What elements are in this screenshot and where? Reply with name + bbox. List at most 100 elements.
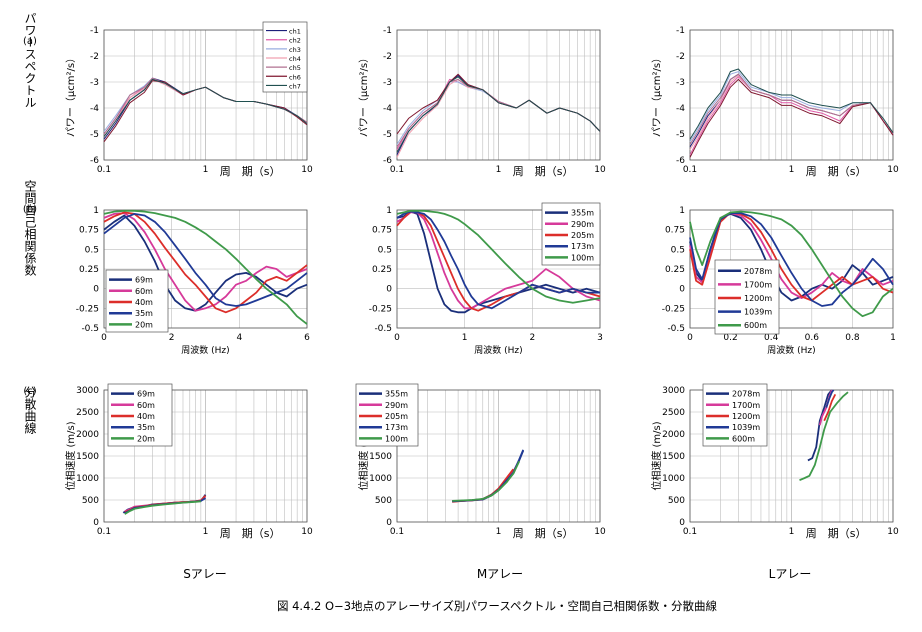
x-tick-label: 2 <box>169 333 175 343</box>
y-tick-label: -5 <box>90 130 99 140</box>
row-label-c: (c) 分散曲線 <box>23 386 37 434</box>
y-tick-label: -1 <box>90 26 99 36</box>
legend: 355m 290m 205m 173m 100m <box>541 202 601 266</box>
row-label-a: (a) パワースペクトル <box>23 12 37 108</box>
series-line-ch7 <box>103 78 308 137</box>
series-line-20m <box>124 500 201 515</box>
plot-frame <box>396 29 601 161</box>
y-tick-label: -3 <box>383 78 392 88</box>
x-tick-label: 10 <box>887 527 899 537</box>
x-tick-label: 10 <box>301 527 313 537</box>
x-axis-label: 周 期（s） <box>513 527 574 540</box>
y-tick-label: 2000 <box>662 430 685 440</box>
legend-label: 1200m <box>732 412 760 421</box>
x-tick-label: 1 <box>496 165 502 175</box>
series-line-ch6 <box>689 78 894 158</box>
legend-label: 600m <box>744 321 767 330</box>
chart-c-l: 0.1 1 10 3000 2500 2000 1500 1000 500 0 周 期（s） 位相速度… <box>650 383 899 540</box>
x-tick-label: 10 <box>594 527 606 537</box>
y-tick-label: 0 <box>679 518 685 528</box>
row-a-title: パワースペクトル <box>23 12 37 108</box>
y-tick-label: -5 <box>676 130 685 140</box>
y-tick-label: 1000 <box>662 474 685 484</box>
y-tick-label: -0.25 <box>76 304 99 314</box>
legend: 69m 60m 40m 35m 20m <box>105 269 169 333</box>
y-tick-label: 0.75 <box>372 226 392 236</box>
figure-caption: 図 4.4.2 O−3地点のアレーサイズ別パワースペクトル・空間自己相関係数・分… <box>277 599 718 613</box>
legend-label: 600m <box>732 434 755 443</box>
row-b-title: 空間自己相関係数 <box>23 180 37 277</box>
legend-label: 100m <box>385 434 408 443</box>
y-tick-label: 3000 <box>76 386 99 396</box>
y-tick-label: 0 <box>93 285 99 295</box>
series-line-20m <box>103 209 308 325</box>
y-tick-label: -2 <box>90 52 99 62</box>
column-label-s: Sアレー <box>183 567 227 581</box>
x-tick-label: 0.6 <box>805 333 820 343</box>
x-tick-label: 1 <box>890 333 896 343</box>
y-tick-label: 1000 <box>76 474 99 484</box>
y-axis-label: パワー（μcm²/s） <box>358 53 370 137</box>
column-label-m: Mアレー <box>477 567 523 581</box>
y-tick-label: -1 <box>383 26 392 36</box>
legend-label: 100m <box>571 253 594 262</box>
chart-a-l: 0.1 1 10 -1 -2 -3 -4 -5 -6 周 期（s） パワー（μcm²/s） <box>651 26 899 178</box>
legend-label: 205m <box>385 412 408 421</box>
legend-label: 20m <box>137 434 155 443</box>
y-tick-label: -6 <box>676 156 685 166</box>
y-axis-label: パワー（μcm²/s） <box>65 53 77 137</box>
legend: 2078m 1700m 1200m 1039m 600m <box>714 259 780 335</box>
legend-label: 35m <box>135 309 153 318</box>
y-axis-label: 位相速度 (m/s) <box>64 421 77 490</box>
row-c-title: 分散曲線 <box>23 386 37 434</box>
chart-b-l: 0 0.2 0.4 0.6 0.8 1 1 0.75 0.5 0.25 0 -0.25 -0.5 周波数 … <box>662 206 896 356</box>
series-line-ch7 <box>689 68 894 140</box>
x-tick-label: 0.1 <box>97 527 111 537</box>
series-line-ch7 <box>396 76 601 153</box>
x-axis-label: 周 期（s） <box>220 527 281 540</box>
x-tick-label: 0.4 <box>764 333 779 343</box>
row-c-tag: (c) <box>23 386 36 397</box>
x-tick-label: 1 <box>789 527 795 537</box>
plot-frame <box>396 389 601 523</box>
x-tick-label: 0 <box>687 333 693 343</box>
y-tick-label: 3000 <box>662 386 685 396</box>
chart-c-s: 0.1 1 10 3000 2500 2000 1500 1000 500 0 周 期（s） 位相速度… <box>64 383 313 540</box>
y-tick-label: 500 <box>82 496 99 506</box>
y-tick-label: -0.5 <box>81 324 99 334</box>
y-tick-label: 500 <box>668 496 685 506</box>
x-axis-label: 周波数 (Hz) <box>474 344 522 356</box>
x-tick-label: 4 <box>236 333 242 343</box>
y-tick-label: -2 <box>383 52 392 62</box>
legend-label: 1700m <box>744 280 772 289</box>
legend-label: ch1 <box>289 28 301 36</box>
series-line-1200m <box>689 211 894 302</box>
y-tick-label: 2500 <box>76 408 99 418</box>
legend-label: 173m <box>385 423 408 432</box>
legend-label: 290m <box>385 401 408 410</box>
y-tick-label: 1 <box>93 206 99 216</box>
series-line-290m <box>396 211 601 310</box>
x-tick-label: 3 <box>597 333 603 343</box>
x-tick-label: 0.1 <box>390 527 404 537</box>
y-tick-label: -6 <box>383 156 392 166</box>
legend-label: ch4 <box>289 55 301 63</box>
y-tick-label: 0.25 <box>665 265 685 275</box>
legend-label: 355m <box>571 209 594 218</box>
legend-label: 60m <box>137 401 155 410</box>
x-tick-label: 0.8 <box>845 333 860 343</box>
y-tick-label: 0 <box>679 285 685 295</box>
y-tick-label: 0.25 <box>372 265 392 275</box>
chart-a-s: 0.1 1 10-1-2-3-4-5-6周 期（s）パワー（μcm²/s）ch1ch… <box>65 21 313 178</box>
series-line-2078m <box>807 389 833 462</box>
legend-label: 1700m <box>732 401 760 410</box>
series-line-69m <box>103 214 308 312</box>
series-line-173m <box>396 210 600 310</box>
legend-label: 69m <box>137 390 155 399</box>
series-line-600m <box>689 210 894 318</box>
x-axis-label: 周 期（s） <box>513 165 574 178</box>
legend: 355m 290m 205m 173m 100m <box>355 383 419 447</box>
y-tick-label: -0.25 <box>662 304 685 314</box>
y-tick-label: -3 <box>676 78 685 88</box>
x-tick-label: 1 <box>203 165 209 175</box>
